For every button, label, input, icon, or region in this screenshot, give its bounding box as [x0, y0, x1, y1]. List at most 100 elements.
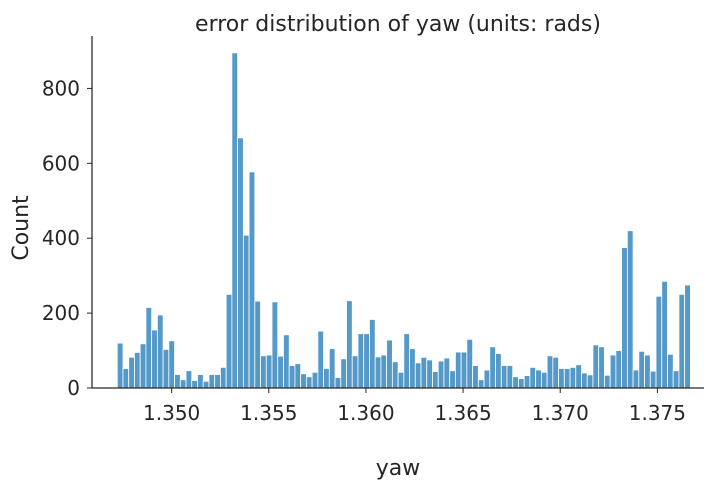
- histogram-bar: [540, 371, 548, 389]
- histogram-bar: [225, 293, 233, 389]
- histogram-bar: [661, 280, 668, 389]
- histogram-bar: [134, 352, 141, 389]
- histogram-bar: [311, 371, 319, 389]
- histogram-bar: [328, 348, 336, 389]
- histogram-bar: [156, 314, 164, 389]
- y-tick-label: 400: [42, 226, 80, 250]
- y-axis-ticks: 0 200 400 600 800: [42, 76, 92, 400]
- histogram-bar: [357, 333, 365, 389]
- histogram-bar: [437, 360, 445, 389]
- histogram-bar: [626, 230, 634, 389]
- histogram-bar: [271, 301, 279, 389]
- histogram-bar: [122, 368, 130, 389]
- histogram-bar: [260, 355, 267, 389]
- x-tick-label: 1.365: [434, 401, 491, 425]
- histogram-bar: [535, 369, 542, 389]
- x-axis-title: yaw: [376, 456, 421, 481]
- x-axis-ticks: 1.350 1.355 1.360 1.365 1.370 1.375: [143, 388, 686, 425]
- histogram-bar: [575, 364, 582, 389]
- histogram-bar: [420, 356, 428, 389]
- histogram-bar: [426, 359, 433, 389]
- y-axis-title: Count: [9, 195, 34, 261]
- histogram-bar: [214, 374, 221, 389]
- histogram-bar: [323, 368, 330, 389]
- histogram-bar: [581, 372, 588, 389]
- x-tick-label: 1.370: [532, 401, 589, 425]
- histogram-bar: [116, 342, 124, 389]
- histogram-bar: [334, 377, 342, 389]
- histogram-bar: [455, 351, 462, 389]
- histogram-bar: [248, 171, 256, 389]
- histogram-bar: [340, 358, 347, 389]
- histogram-bar: [265, 354, 273, 389]
- histogram-bar: [598, 346, 605, 389]
- histogram-bar: [254, 300, 261, 389]
- histogram-bar: [604, 374, 611, 389]
- y-tick-label: 600: [42, 151, 80, 175]
- histogram-bar: [569, 367, 577, 389]
- histogram-bar: [649, 370, 657, 389]
- histogram-bar: [518, 378, 525, 389]
- histogram-bar: [220, 367, 227, 389]
- histogram-bar: [351, 355, 359, 389]
- histogram-bar: [369, 319, 376, 389]
- histogram-bar: [586, 374, 594, 389]
- histogram-bar: [621, 247, 628, 389]
- histogram-bars: [116, 52, 691, 389]
- histogram-bar: [128, 356, 135, 389]
- histogram-bar: [472, 365, 479, 389]
- histogram-bar: [644, 354, 651, 389]
- histogram-bar: [615, 350, 623, 389]
- histogram-bar: [449, 370, 456, 389]
- histogram-bar: [237, 137, 244, 389]
- histogram-bar: [506, 365, 514, 389]
- histogram-bar: [374, 356, 382, 389]
- histogram-bar: [546, 355, 554, 389]
- histogram-bar: [403, 333, 410, 389]
- histogram-bar: [179, 379, 187, 389]
- histogram-bar: [523, 375, 531, 389]
- histogram-bar: [667, 353, 674, 389]
- histogram-bar: [162, 349, 170, 389]
- histogram-bar: [443, 357, 451, 389]
- histogram-bar: [512, 376, 519, 389]
- histogram-bar: [432, 371, 439, 389]
- histogram-bar: [672, 370, 680, 389]
- histogram-bar: [489, 346, 496, 389]
- histogram-bar: [558, 368, 565, 389]
- histogram-bar: [495, 353, 502, 389]
- histogram-bar: [185, 370, 193, 389]
- histogram-bar: [197, 374, 204, 389]
- histogram-bar: [208, 374, 216, 389]
- histogram-bar: [380, 354, 388, 389]
- histogram-bar: [409, 348, 416, 389]
- histogram-bar: [638, 350, 645, 389]
- histogram-bar: [145, 307, 153, 389]
- chart-title: error distribution of yaw (units: rads): [195, 12, 601, 37]
- x-tick-label: 1.360: [337, 401, 394, 425]
- histogram-bar: [317, 330, 324, 389]
- histogram-bar: [592, 344, 600, 389]
- histogram-bar: [277, 355, 284, 389]
- histogram-bar: [139, 343, 147, 389]
- x-tick-label: 1.375: [629, 401, 686, 425]
- histogram-bar: [655, 295, 663, 389]
- x-tick-label: 1.355: [240, 401, 297, 425]
- histogram-bar: [397, 371, 405, 389]
- histogram-bar: [300, 373, 307, 389]
- histogram-bar: [174, 374, 181, 389]
- histogram-bar: [346, 300, 353, 389]
- histogram-bar: [288, 365, 296, 389]
- histogram-bar: [202, 380, 210, 389]
- histogram-bar: [242, 234, 250, 389]
- histogram-bar: [483, 369, 491, 389]
- histogram-bar: [678, 293, 686, 389]
- histogram-bar: [609, 354, 617, 389]
- histogram-bar: [477, 379, 485, 389]
- histogram-bar: [168, 340, 175, 389]
- x-tick-label: 1.350: [143, 401, 200, 425]
- histogram-bar: [529, 367, 537, 389]
- histogram-bar: [632, 369, 640, 389]
- y-tick-label: 0: [67, 376, 80, 400]
